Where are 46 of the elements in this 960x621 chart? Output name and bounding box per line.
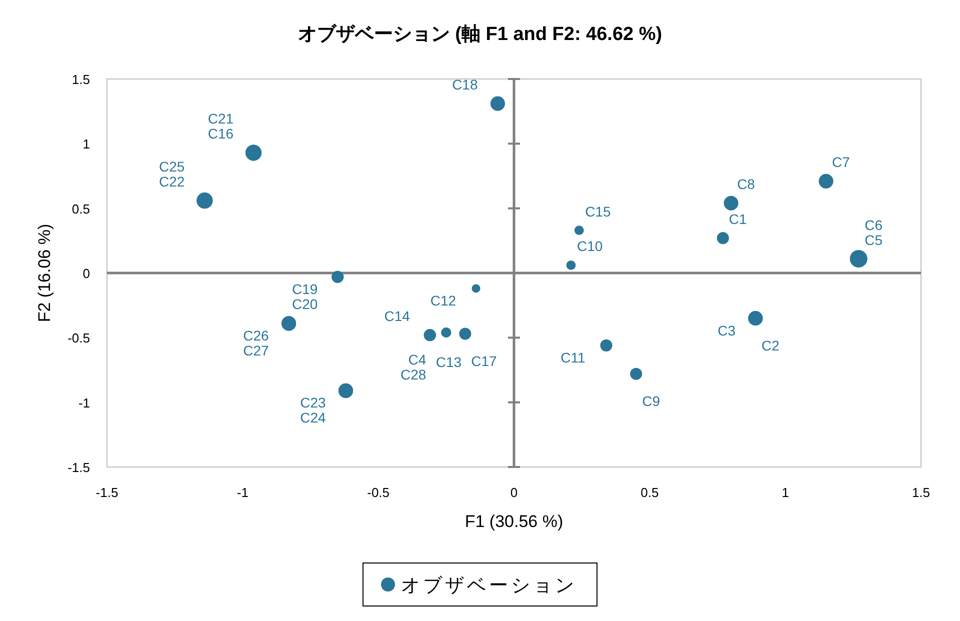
- annotation: C16: [208, 126, 234, 142]
- x-tick-label: -0.5: [367, 485, 390, 500]
- annotation: C27: [243, 342, 270, 358]
- annotation: C25: [159, 158, 185, 175]
- y-tick-label: 1.5: [72, 72, 90, 87]
- annotation: C14: [384, 308, 410, 324]
- annotation: C20: [292, 296, 318, 312]
- annotation: C8: [737, 176, 756, 192]
- annotation: C13: [436, 354, 462, 370]
- legend-label: オブザベーション: [401, 576, 577, 596]
- y-tick-label: 1: [82, 136, 90, 152]
- annotation: C24: [300, 410, 326, 426]
- annotation: C7: [832, 154, 850, 170]
- annotation: C19: [292, 280, 318, 297]
- annotation: C18: [452, 76, 478, 93]
- annotation: C22: [159, 174, 185, 190]
- annotation: C3: [718, 322, 736, 338]
- x-tick-label: 0: [510, 485, 518, 500]
- x-tick-label: 1.5: [912, 485, 930, 500]
- annotation: C23: [300, 394, 326, 411]
- x-tick-label: -1.5: [96, 485, 118, 500]
- annotation: C11: [560, 349, 586, 366]
- x-tick-label: -1: [236, 485, 248, 500]
- annotation: C4: [408, 351, 426, 368]
- chart-title: オブザベーション (軸 F1 and F2: 46.62 %): [298, 23, 662, 45]
- annotation: C17: [471, 352, 498, 369]
- y-axis-title: F2 (16.06 %): [35, 224, 54, 322]
- annotation: C28: [400, 366, 426, 382]
- y-tick-label: -1: [78, 395, 90, 410]
- annotation: C21: [208, 110, 234, 127]
- annotation: C6: [864, 216, 883, 233]
- annotation: C1: [728, 211, 748, 228]
- x-tick-label: 0.5: [640, 485, 659, 500]
- annotation: C5: [864, 232, 883, 248]
- annotation: C15: [585, 203, 612, 220]
- annotation: C9: [642, 392, 660, 409]
- y-tick-label: -0.5: [68, 330, 90, 346]
- annotation: C12: [430, 292, 456, 309]
- annotation: C2: [761, 337, 780, 354]
- annotation: C10: [576, 238, 603, 254]
- y-tick-label: 0.5: [72, 201, 90, 216]
- x-axis-title: F1 (30.56 %): [464, 512, 564, 531]
- y-tick-label: 0: [82, 266, 90, 281]
- annotation: C26: [243, 327, 270, 344]
- y-tick-label: -1.5: [68, 460, 90, 475]
- x-tick-label: 1: [782, 485, 789, 500]
